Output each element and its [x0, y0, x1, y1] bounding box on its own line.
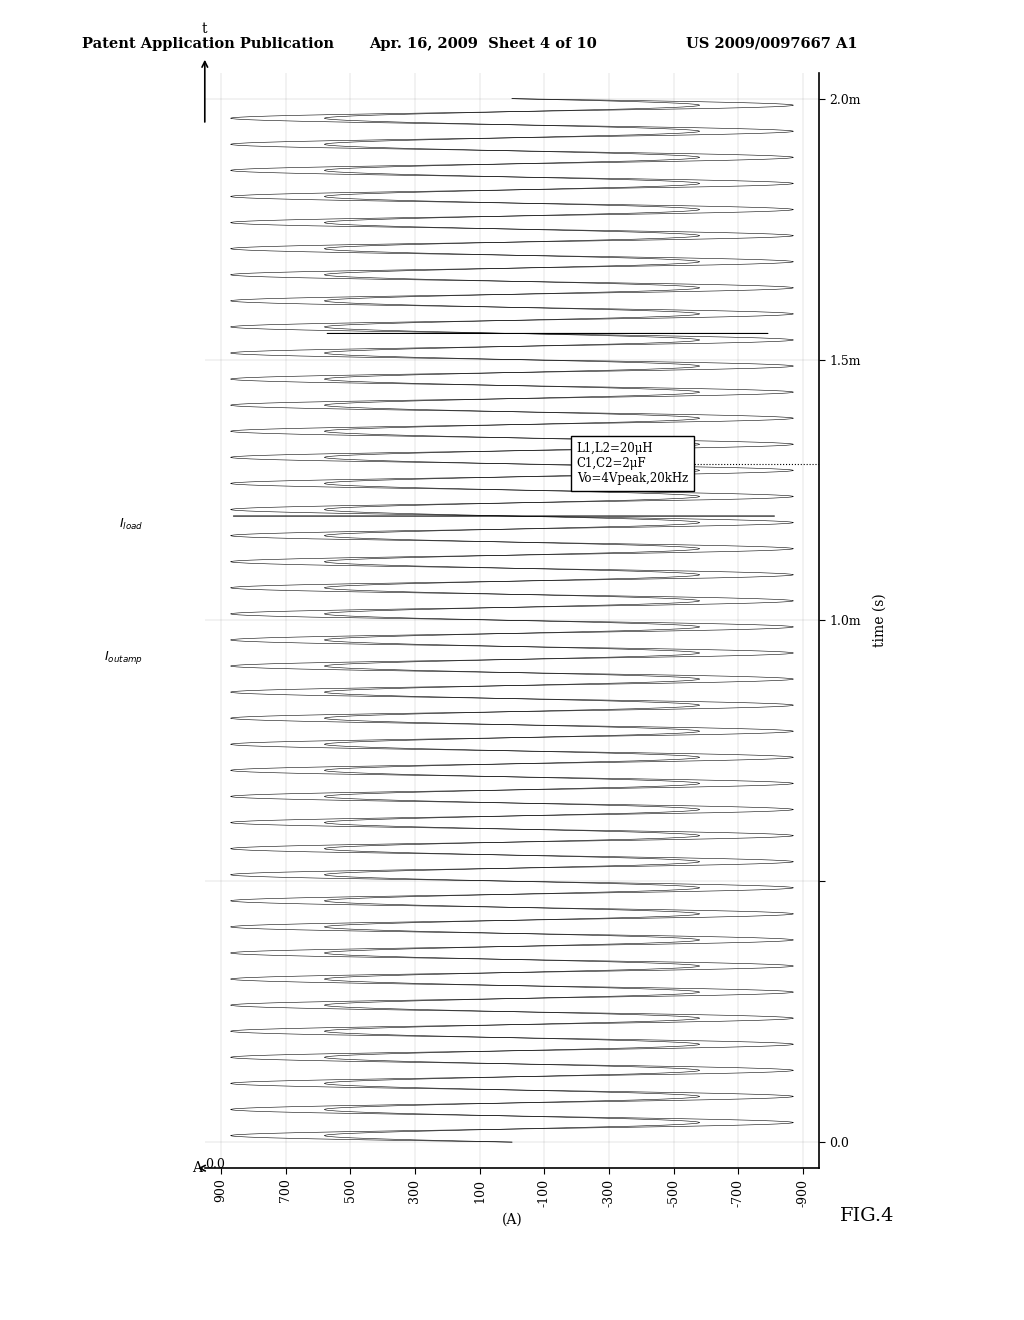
- Text: Apr. 16, 2009  Sheet 4 of 10: Apr. 16, 2009 Sheet 4 of 10: [369, 37, 596, 50]
- Text: t: t: [202, 22, 208, 36]
- Text: 0.0: 0.0: [205, 1158, 224, 1171]
- Text: L1,L2=20μH
C1,C2=2μF
Vo=4Vpeak,20kHz: L1,L2=20μH C1,C2=2μF Vo=4Vpeak,20kHz: [577, 442, 688, 486]
- Text: A: A: [191, 1162, 202, 1175]
- Text: FIG.4: FIG.4: [840, 1206, 894, 1225]
- Text: Patent Application Publication: Patent Application Publication: [82, 37, 334, 50]
- Text: $I_{load}$: $I_{load}$: [119, 517, 143, 532]
- Text: $I_{outamp}$: $I_{outamp}$: [104, 649, 143, 667]
- X-axis label: (A): (A): [502, 1212, 522, 1226]
- Text: US 2009/0097667 A1: US 2009/0097667 A1: [686, 37, 858, 50]
- Y-axis label: time (s): time (s): [872, 594, 887, 647]
